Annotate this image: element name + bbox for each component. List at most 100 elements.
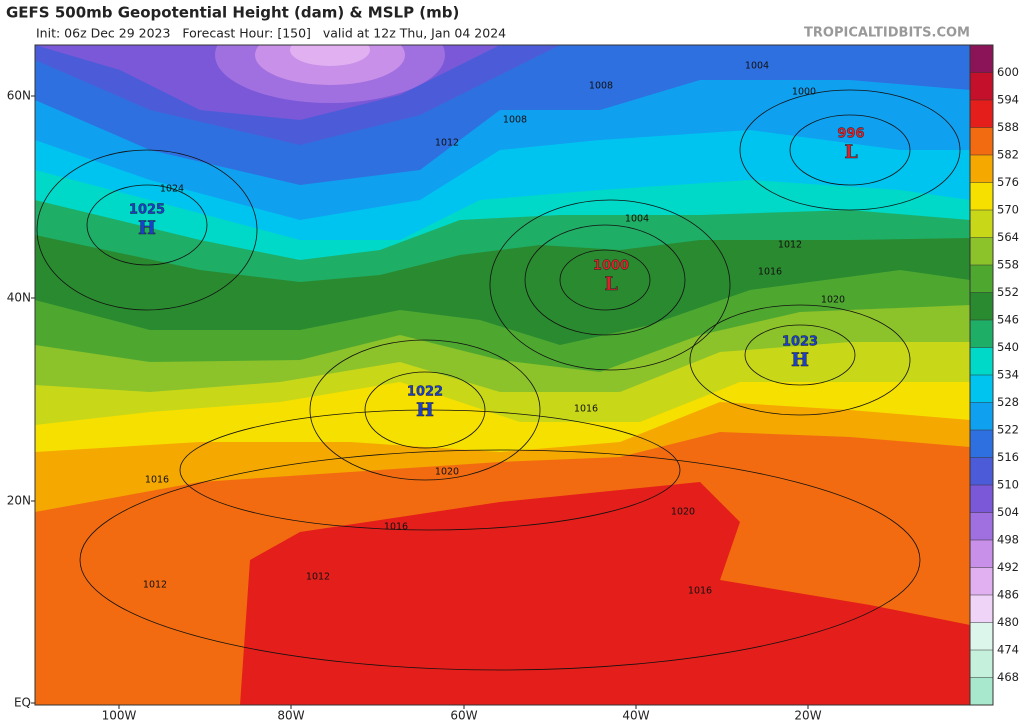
center-letter: L xyxy=(844,141,857,163)
center-pressure: 1022 xyxy=(407,385,443,400)
colorbar-cell xyxy=(970,512,993,541)
colorbar-label: 594 xyxy=(997,93,1019,107)
center-letter: L xyxy=(604,273,617,295)
isobar xyxy=(79,449,921,671)
colorbar-label: 516 xyxy=(997,450,1019,464)
colorbar-cell xyxy=(970,292,993,321)
lon-label: 20W xyxy=(794,709,821,723)
isobar-label: 1012 xyxy=(778,240,802,251)
isobar xyxy=(36,149,258,311)
isobar-label: 1020 xyxy=(821,295,845,306)
lat-label: 60N xyxy=(7,89,31,103)
isobar xyxy=(559,249,651,311)
isobar xyxy=(524,224,686,336)
colorbar-cell xyxy=(970,320,993,348)
colorbar-label: 570 xyxy=(997,203,1019,217)
colorbar-cell xyxy=(970,430,993,458)
colorbar-label: 528 xyxy=(997,395,1019,409)
lon-label: 80W xyxy=(277,709,304,723)
colorbar-label: 546 xyxy=(997,313,1019,327)
isobar-label: 1004 xyxy=(745,61,769,72)
isobar-label: 1024 xyxy=(160,184,184,195)
colorbar-label: 534 xyxy=(997,368,1019,382)
map-title: GEFS 500mb Geopotential Height (dam) & M… xyxy=(6,4,459,22)
colorbar-cell xyxy=(970,72,993,101)
lon-label: 60W xyxy=(450,709,477,723)
colorbar-label: 552 xyxy=(997,285,1019,299)
colorbar-cell xyxy=(970,45,993,73)
lat-label: 20N xyxy=(7,494,31,508)
colorbar-cell xyxy=(970,540,993,568)
center-pressure: 1000 xyxy=(593,259,629,274)
colorbar-cell xyxy=(970,182,993,211)
lon-label: 100W xyxy=(102,709,137,723)
isobar-label: 1008 xyxy=(503,115,527,126)
colorbar-cell xyxy=(970,567,993,596)
colorbar-label: 486 xyxy=(997,588,1019,602)
colorbar-cell xyxy=(970,595,993,623)
map-subtitle: Init: 06z Dec 29 2023 Forecast Hour: [15… xyxy=(36,26,506,41)
colorbar-label: 498 xyxy=(997,533,1019,547)
colorbar-label: 540 xyxy=(997,340,1019,354)
colorbar-label: 504 xyxy=(997,505,1019,519)
isobar xyxy=(789,114,911,186)
isobar-label: 1000 xyxy=(792,87,816,98)
isobar-label: 1016 xyxy=(145,475,169,486)
isobar xyxy=(364,371,486,449)
colorbar-cell xyxy=(970,677,993,706)
colorbar-label: 558 xyxy=(997,258,1019,272)
colorbar-label: 468 xyxy=(997,670,1019,684)
isobar xyxy=(689,304,911,416)
colorbar-label: 522 xyxy=(997,423,1019,437)
colorbar-cell xyxy=(970,100,993,128)
isobar-label: 1016 xyxy=(688,586,712,597)
colorbar-cell xyxy=(970,127,993,156)
colorbar-cell xyxy=(970,265,993,293)
height-band xyxy=(240,482,970,705)
colorbar-label: 480 xyxy=(997,615,1019,629)
center-pressure: 1025 xyxy=(129,203,165,218)
isobar xyxy=(489,199,731,371)
colorbar-label: 474 xyxy=(997,643,1019,657)
isobar-label: 1020 xyxy=(435,467,459,478)
colorbar-cell xyxy=(970,402,993,431)
isobar-label: 1004 xyxy=(625,214,649,225)
colorbar-label: 582 xyxy=(997,148,1019,162)
colorbar: 600 594 588 582 576 570 564 558 552 546 540 534 528 5… xyxy=(969,44,1019,706)
isobar xyxy=(86,184,208,266)
isobar-label: 1016 xyxy=(574,404,598,415)
center-pressure: 1023 xyxy=(782,335,818,350)
center-pressure: 996 xyxy=(837,127,864,142)
height-band xyxy=(290,45,370,66)
isobar xyxy=(739,89,961,211)
lon-label: 40W xyxy=(622,709,649,723)
isobar xyxy=(744,324,856,386)
colorbar-cell xyxy=(970,210,993,238)
isobar-label: 1012 xyxy=(143,580,167,591)
lat-label: EQ xyxy=(14,696,31,710)
isobar-label: 1016 xyxy=(384,522,408,533)
colorbar-label: 492 xyxy=(997,560,1019,574)
isobar-label: 1012 xyxy=(435,138,459,149)
colorbar-cell xyxy=(970,622,993,651)
center-letter: H xyxy=(138,217,156,239)
isobar-label: 1016 xyxy=(758,267,782,278)
colorbar-cell xyxy=(970,347,993,376)
colorbar-cell xyxy=(970,457,993,486)
lat-label: 40N xyxy=(7,291,31,305)
isobar xyxy=(179,409,681,531)
colorbar-label: 564 xyxy=(997,230,1019,244)
source-label: TROPICALTIDBITS.COM xyxy=(804,26,970,41)
colorbar-label: 588 xyxy=(997,120,1019,134)
isobar-label: 1020 xyxy=(671,507,695,518)
colorbar-cell xyxy=(970,155,993,183)
isobar-label: 1008 xyxy=(589,81,613,92)
colorbar-label: 576 xyxy=(997,175,1019,189)
colorbar-cell xyxy=(970,237,993,266)
map-area: 1004 1008 1000 1008 1012 1024 1004 1012 1016 1020… xyxy=(35,45,970,705)
isobar xyxy=(309,339,541,481)
colorbar-label: 510 xyxy=(997,478,1019,492)
colorbar-cell xyxy=(970,375,993,403)
colorbar-cell xyxy=(970,485,993,513)
